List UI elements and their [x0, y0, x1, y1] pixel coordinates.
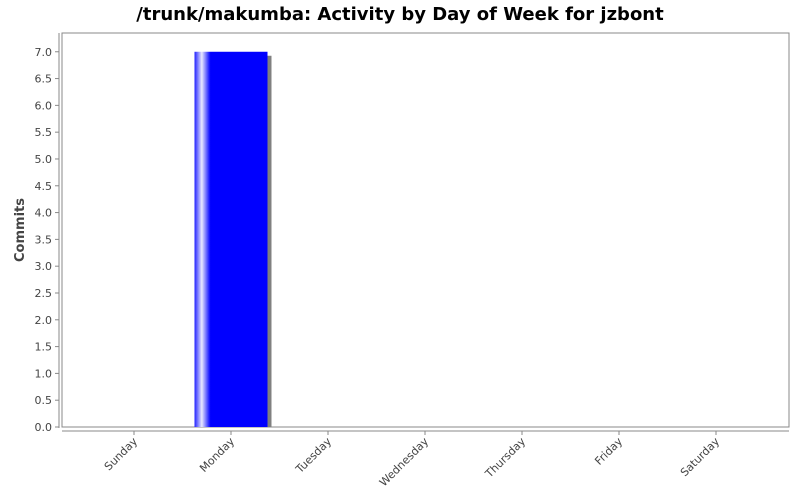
- x-tick-label: Thursday: [482, 435, 528, 481]
- y-tick-label: 0.0: [35, 421, 53, 434]
- y-tick-label: 7.0: [35, 46, 53, 59]
- y-tick-label: 4.0: [35, 207, 53, 220]
- y-tick-label: 2.0: [35, 314, 53, 327]
- y-tick-label: 6.0: [35, 99, 53, 112]
- chart-title: /trunk/makumba: Activity by Day of Week …: [136, 4, 664, 25]
- plot-area: [61, 32, 790, 428]
- y-tick-label: 6.5: [35, 73, 53, 86]
- y-tick-label: 1.0: [35, 367, 53, 380]
- x-tick-label: Saturday: [678, 435, 723, 480]
- x-tick-label: Monday: [197, 435, 237, 475]
- x-tick-label: Sunday: [102, 435, 141, 474]
- y-tick-label: 0.5: [35, 394, 53, 407]
- y-tick-label: 2.5: [35, 287, 53, 300]
- y-tick-label: 5.5: [35, 126, 53, 139]
- x-tick-label: Friday: [592, 435, 625, 468]
- y-tick-label: 1.5: [35, 341, 53, 354]
- y-tick-label: 3.5: [35, 233, 53, 246]
- y-tick-label: 4.5: [35, 180, 53, 193]
- y-tick-label: 5.0: [35, 153, 53, 166]
- x-tick-label: Tuesday: [293, 435, 335, 477]
- bar-monday: [194, 51, 268, 428]
- y-axis-label: Commits: [13, 198, 28, 262]
- x-tick-label: Wednesday: [377, 435, 432, 490]
- y-tick-label: 3.0: [35, 260, 53, 273]
